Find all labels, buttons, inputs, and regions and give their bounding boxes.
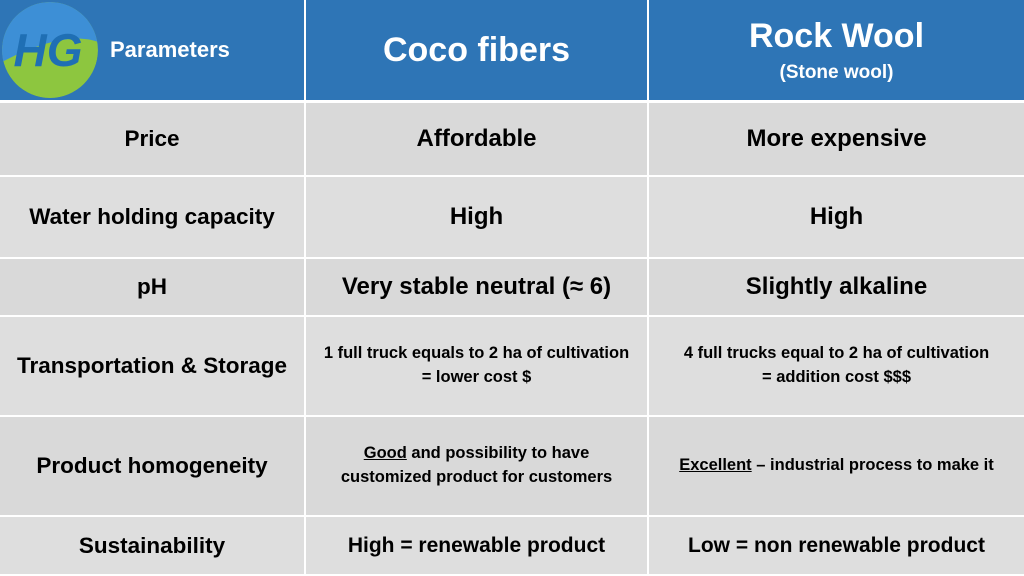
- rock-homogeneity: Excellent – industrial process to make i…: [649, 417, 1024, 517]
- rock-sustainability: Low = non renewable product: [649, 517, 1024, 576]
- svg-text:HG: HG: [14, 24, 83, 76]
- param-water: Water holding capacity: [0, 177, 306, 259]
- rock-emphasis: Excellent: [679, 456, 752, 475]
- rock-value: More expensive: [746, 125, 927, 152]
- param-ph: pH: [0, 259, 306, 317]
- coco-value: Very stable neutral (≈ 6): [341, 273, 612, 300]
- coco-emphasis: Good: [363, 444, 407, 463]
- rock-value-line: 4 full trucks equal to 2 ha of cultivati…: [683, 344, 990, 363]
- rock-value: Low = non renewable product: [688, 533, 985, 557]
- hg-logo: HG: [2, 2, 98, 98]
- header-parameters: HG Parameters: [0, 0, 306, 103]
- rock-transport: 4 full trucks equal to 2 ha of cultivati…: [649, 317, 1024, 417]
- param-transport: Transportation & Storage: [0, 317, 306, 417]
- coco-value: Affordable: [416, 125, 537, 152]
- coco-value-line: and possibility to have: [406, 444, 590, 463]
- rockwool-subheading: (Stone wool): [779, 61, 894, 83]
- coco-homogeneity: Good and possibility to have customized …: [306, 417, 649, 517]
- coco-value-line: = lower cost $: [421, 368, 532, 386]
- header-coco: Coco fibers: [306, 0, 649, 103]
- param-sustainability: Sustainability: [0, 517, 306, 576]
- coco-heading: Coco fibers: [382, 30, 571, 69]
- coco-ph: Very stable neutral (≈ 6): [306, 259, 649, 317]
- rock-ph: Slightly alkaline: [649, 259, 1024, 317]
- param-label: Product homogeneity: [36, 453, 268, 478]
- coco-value: High = renewable product: [347, 533, 606, 557]
- rock-value: Slightly alkaline: [745, 273, 928, 300]
- param-homogeneity: Product homogeneity: [0, 417, 306, 517]
- rock-value-line: – industrial process to make it: [751, 456, 994, 475]
- rock-value: High: [809, 203, 864, 230]
- param-price: Price: [0, 103, 306, 177]
- coco-value: High: [449, 203, 504, 230]
- header-rockwool: Rock Wool (Stone wool): [649, 0, 1024, 103]
- coco-sustainability: High = renewable product: [306, 517, 649, 576]
- coco-transport: 1 full truck equals to 2 ha of cultivati…: [306, 317, 649, 417]
- coco-water: High: [306, 177, 649, 259]
- coco-value-line: customized product for customers: [340, 468, 613, 486]
- param-label: Transportation & Storage: [16, 353, 288, 378]
- rockwool-heading: Rock Wool: [748, 16, 925, 55]
- coco-value-line: 1 full truck equals to 2 ha of cultivati…: [323, 344, 630, 363]
- parameters-heading: Parameters: [110, 37, 230, 62]
- coco-price: Affordable: [306, 103, 649, 177]
- rock-water: High: [649, 177, 1024, 259]
- param-label: pH: [137, 274, 167, 299]
- rock-price: More expensive: [649, 103, 1024, 177]
- param-label: Price: [124, 126, 180, 151]
- rock-value-line: = addition cost $$$: [762, 368, 911, 386]
- param-label: Sustainability: [78, 532, 226, 558]
- param-label: Water holding capacity: [29, 204, 275, 229]
